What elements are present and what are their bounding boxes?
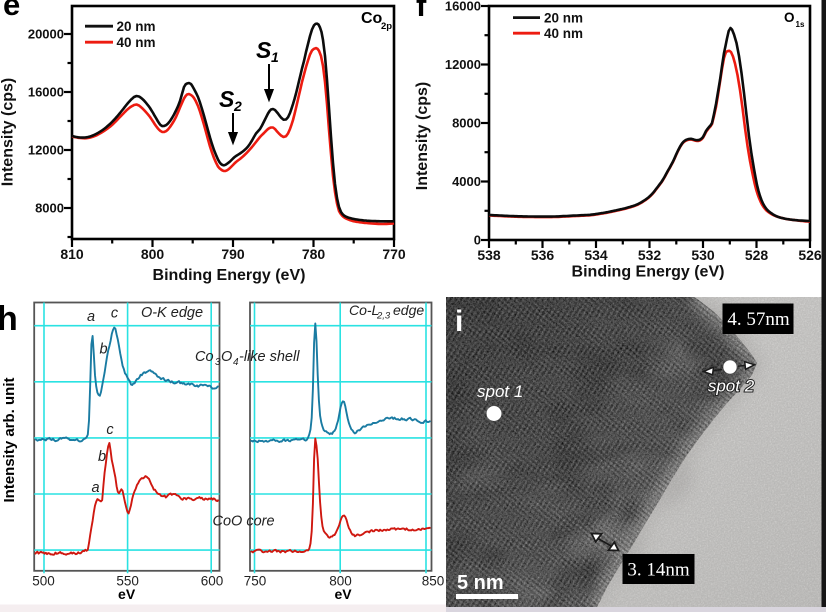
svg-text:b: b — [98, 449, 106, 465]
svg-text:770: 770 — [382, 246, 406, 262]
svg-text:810: 810 — [60, 246, 84, 262]
svg-text:16000: 16000 — [28, 85, 64, 100]
svg-text:-like shell: -like shell — [239, 349, 300, 365]
svg-text:spot 1: spot 1 — [477, 382, 523, 401]
svg-text:2,3: 2,3 — [376, 311, 391, 322]
svg-text:a: a — [87, 309, 95, 325]
svg-text:edge: edge — [393, 302, 424, 318]
svg-text:S: S — [256, 37, 272, 63]
svg-text:20000: 20000 — [28, 27, 64, 42]
svg-text:526: 526 — [798, 247, 822, 263]
svg-text:a: a — [91, 480, 99, 496]
svg-text:h: h — [0, 300, 18, 338]
svg-text:3: 3 — [215, 357, 221, 368]
svg-text:8000: 8000 — [35, 201, 64, 216]
svg-text:b: b — [99, 342, 107, 358]
svg-text:536: 536 — [531, 247, 555, 263]
svg-text:c: c — [106, 422, 114, 438]
svg-text:Intensity (cps): Intensity (cps) — [414, 82, 431, 190]
svg-text:850: 850 — [422, 574, 445, 589]
svg-text:Intensity (cps): Intensity (cps) — [0, 78, 17, 186]
svg-text:532: 532 — [638, 247, 662, 263]
svg-text:e: e — [3, 0, 20, 22]
svg-text:40 nm: 40 nm — [544, 26, 583, 41]
svg-text:1: 1 — [271, 49, 279, 65]
svg-text:500: 500 — [32, 574, 55, 589]
svg-text:2p: 2p — [381, 21, 392, 32]
svg-text:Intensity arb. unit: Intensity arb. unit — [1, 377, 18, 502]
svg-text:eV: eV — [118, 586, 136, 602]
svg-text:550: 550 — [116, 574, 139, 589]
svg-text:O: O — [784, 10, 795, 25]
svg-text:12000: 12000 — [28, 143, 64, 158]
svg-text:750: 750 — [244, 574, 267, 589]
svg-text:5 nm: 5 nm — [457, 572, 504, 594]
svg-text:3. 14nm: 3. 14nm — [627, 560, 690, 581]
svg-text:600: 600 — [201, 574, 224, 589]
svg-text:40 nm: 40 nm — [117, 35, 156, 50]
svg-text:S: S — [219, 86, 235, 112]
svg-text:Binding Energy (eV): Binding Energy (eV) — [572, 264, 725, 281]
svg-text:Co-L: Co-L — [349, 302, 379, 318]
svg-text:eV: eV — [334, 586, 352, 602]
svg-text:534: 534 — [584, 247, 608, 263]
svg-text:528: 528 — [745, 247, 769, 263]
svg-text:800: 800 — [141, 246, 165, 262]
svg-text:800: 800 — [329, 574, 352, 589]
svg-text:20 nm: 20 nm — [117, 19, 156, 34]
svg-text:Co: Co — [361, 10, 383, 27]
svg-text:4: 4 — [233, 357, 239, 368]
svg-text:0: 0 — [474, 233, 481, 248]
svg-text:790: 790 — [221, 246, 245, 262]
svg-text:4. 57nm: 4. 57nm — [727, 309, 790, 330]
svg-text:530: 530 — [691, 247, 715, 263]
svg-text:i: i — [455, 305, 463, 338]
svg-text:Co: Co — [195, 349, 214, 365]
svg-text:538: 538 — [477, 247, 501, 263]
svg-text:f: f — [416, 0, 427, 23]
svg-text:CoO core: CoO core — [213, 514, 275, 530]
svg-text:Binding Energy (eV): Binding Energy (eV) — [153, 267, 306, 284]
svg-text:20 nm: 20 nm — [544, 10, 583, 25]
svg-text:12000: 12000 — [445, 57, 481, 72]
svg-text:c: c — [111, 306, 119, 322]
svg-text:O-K edge: O-K edge — [141, 305, 203, 321]
svg-text:780: 780 — [302, 246, 326, 262]
svg-text:8000: 8000 — [452, 116, 481, 131]
svg-text:spot 2: spot 2 — [708, 377, 755, 396]
svg-text:1s: 1s — [796, 20, 805, 29]
svg-text:4000: 4000 — [452, 174, 481, 189]
svg-text:O: O — [221, 349, 232, 365]
svg-text:16000: 16000 — [445, 0, 481, 14]
svg-text:2: 2 — [233, 98, 242, 114]
